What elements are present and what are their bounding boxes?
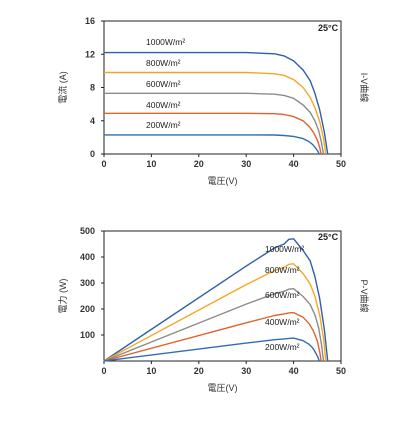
series-line	[104, 51, 329, 155]
series-line	[103, 263, 327, 362]
series-line	[103, 337, 320, 362]
y-tick-label: 300	[80, 278, 95, 288]
temperature-annotation: 25°C	[318, 23, 339, 33]
x-axis-label: 電圧(V)	[208, 176, 238, 186]
series-label: 800W/m²	[146, 58, 181, 68]
curve-type-label: I-V曲線	[359, 73, 370, 103]
series-label: 600W/m²	[265, 290, 300, 300]
y-tick-label: 8	[90, 83, 95, 93]
y-tick-label: 0	[90, 149, 95, 159]
y-axis-label: 電流 (A)	[57, 71, 68, 104]
x-tick-label: 30	[241, 366, 251, 376]
x-axis-label: 電圧(V)	[208, 383, 238, 393]
x-tick-label: 20	[194, 366, 204, 376]
x-tick-label: 0	[101, 159, 106, 169]
series-label: 1000W/m²	[265, 244, 304, 254]
series-label: 200W/m²	[146, 120, 181, 130]
series-label: 200W/m²	[265, 342, 300, 352]
x-tick-label: 10	[146, 159, 156, 169]
y-tick-label: 500	[80, 226, 95, 236]
series-line	[104, 71, 327, 155]
series-line	[104, 112, 322, 155]
series-label: 800W/m²	[265, 265, 300, 275]
series-line	[104, 92, 325, 155]
y-tick-label: 4	[90, 116, 95, 126]
x-tick-label: 30	[241, 159, 251, 169]
x-tick-label: 40	[289, 159, 299, 169]
plot-frame	[103, 20, 342, 155]
series-line	[103, 311, 322, 362]
x-tick-label: 20	[194, 159, 204, 169]
series-line	[103, 238, 329, 362]
curve-type-label: P-V曲線	[359, 279, 370, 312]
chart-panel-pv: 0 10 20 30 40 50 100 200 300 400 500 電圧(V) 電力 (W) P-V…	[57, 226, 370, 393]
series-label: 400W/m²	[265, 317, 300, 327]
x-tick-label: 50	[336, 366, 346, 376]
y-tick-label: 16	[85, 16, 95, 26]
chart-panel-iv: 0 10 20 30 40 50 0 4 8 12 16 電圧(V) 電流 (A) I-V曲線 25°C 10…	[57, 16, 370, 186]
y-tick-label: 100	[80, 330, 95, 340]
series-line	[103, 288, 325, 362]
y-tick-label: 400	[80, 252, 95, 262]
x-tick-label: 10	[146, 366, 156, 376]
y-tick-label: 12	[85, 49, 95, 59]
series-label: 600W/m²	[146, 79, 181, 89]
series-label: 1000W/m²	[146, 37, 185, 47]
series-label: 400W/m²	[146, 100, 181, 110]
x-tick-label: 50	[336, 159, 346, 169]
x-tick-label: 0	[101, 366, 106, 376]
y-tick-label: 200	[80, 304, 95, 314]
temperature-annotation: 25°C	[318, 232, 339, 242]
series-line	[104, 134, 320, 155]
x-tick-label: 40	[289, 366, 299, 376]
y-axis-label: 電力 (W)	[57, 279, 68, 314]
